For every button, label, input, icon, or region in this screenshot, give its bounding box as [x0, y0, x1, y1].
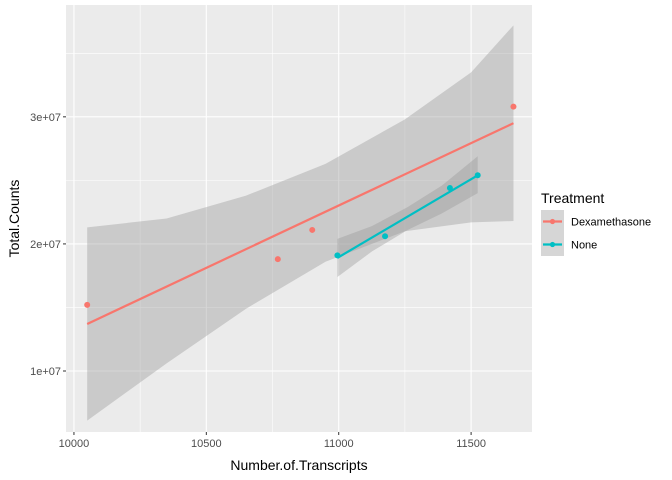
data-point [510, 103, 517, 110]
fit-line [86, 122, 514, 325]
x-tick-label: 11500 [456, 438, 486, 450]
x-axis-title: Number.of.Transcripts [230, 457, 367, 473]
data-points [84, 103, 517, 308]
panel-background [66, 5, 532, 432]
data-point [84, 301, 91, 308]
data-point [446, 185, 453, 191]
x-tick-label: 10000 [59, 438, 90, 450]
data-point [334, 252, 341, 259]
legend-label: Dexamethasone [571, 217, 651, 229]
legend-title: Treatment [541, 190, 604, 206]
legend-key-point [549, 241, 556, 248]
legend: Treatment Dexamethasone None [541, 190, 651, 256]
y-tick-label: 2e+07 [30, 239, 61, 251]
x-tick-label: 10500 [191, 438, 222, 450]
data-point [474, 172, 481, 179]
x-axis-ticks: 10000 10500 11000 11500 [59, 432, 486, 450]
fit-line [336, 174, 479, 259]
y-tick-label: 1e+07 [30, 366, 61, 378]
data-point [309, 226, 316, 233]
data-point [274, 256, 281, 263]
fit-lines [86, 122, 514, 325]
y-axis-title: Total.Counts [6, 180, 22, 258]
x-tick-label: 11000 [324, 438, 354, 450]
legend-key-point [549, 218, 556, 225]
y-axis-ticks: 1e+07 2e+07 3e+07 [30, 112, 66, 378]
data-point [382, 233, 389, 240]
major-gridlines [66, 5, 532, 432]
y-tick-label: 3e+07 [30, 112, 61, 124]
legend-label: None [571, 240, 597, 252]
